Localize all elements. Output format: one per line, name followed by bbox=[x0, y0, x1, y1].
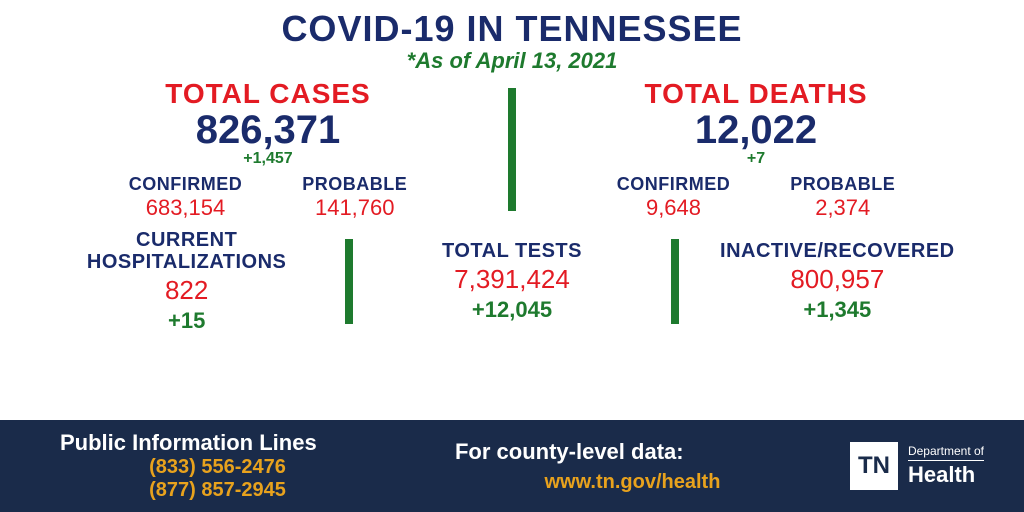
header: COVID-19 IN TENNESSEE *As of April 13, 2… bbox=[0, 0, 1024, 74]
bottom-stats-row: CURRENT HOSPITALIZATIONS 822 +15 TOTAL T… bbox=[0, 221, 1024, 346]
cases-probable: PROBABLE 141,760 bbox=[302, 174, 407, 221]
deaths-confirmed-value: 9,648 bbox=[617, 195, 731, 221]
deaths-confirmed: CONFIRMED 9,648 bbox=[617, 174, 731, 221]
county-data-label: For county-level data: bbox=[455, 439, 850, 465]
recovered-block: INACTIVE/RECOVERED 800,957 +1,345 bbox=[691, 229, 984, 334]
cases-confirmed-label: CONFIRMED bbox=[129, 174, 243, 195]
deaths-confirmed-label: CONFIRMED bbox=[617, 174, 731, 195]
cases-confirmed-value: 683,154 bbox=[129, 195, 243, 221]
logo-dept-text: Department of bbox=[908, 445, 984, 461]
vertical-divider bbox=[671, 239, 679, 324]
total-cases-block: TOTAL CASES 826,371 +1,457 CONFIRMED 683… bbox=[40, 78, 496, 221]
hosp-label-line1: CURRENT bbox=[136, 229, 237, 251]
vertical-divider bbox=[508, 88, 516, 211]
hospitalizations-delta: +15 bbox=[40, 308, 333, 334]
tn-square-icon: TN bbox=[850, 442, 898, 490]
deaths-probable-label: PROBABLE bbox=[790, 174, 895, 195]
public-info-label: Public Information Lines bbox=[60, 430, 455, 456]
hospitalizations-label: CURRENT HOSPITALIZATIONS bbox=[40, 229, 333, 273]
phone-2: (877) 857-2945 bbox=[60, 479, 375, 502]
public-info-block: Public Information Lines (833) 556-2476 … bbox=[60, 430, 455, 502]
top-stats-row: TOTAL CASES 826,371 +1,457 CONFIRMED 683… bbox=[0, 74, 1024, 221]
recovered-delta: +1,345 bbox=[691, 297, 984, 323]
hospitalizations-block: CURRENT HOSPITALIZATIONS 822 +15 bbox=[40, 229, 333, 334]
page-title: COVID-19 IN TENNESSEE bbox=[0, 8, 1024, 50]
cases-confirmed: CONFIRMED 683,154 bbox=[129, 174, 243, 221]
deaths-probable-value: 2,374 bbox=[790, 195, 895, 221]
cases-probable-value: 141,760 bbox=[302, 195, 407, 221]
tests-block: TOTAL TESTS 7,391,424 +12,045 bbox=[365, 229, 658, 334]
recovered-label: INACTIVE/RECOVERED bbox=[691, 240, 984, 262]
as-of-date: *As of April 13, 2021 bbox=[0, 48, 1024, 74]
hosp-label-line2: HOSPITALIZATIONS bbox=[87, 251, 286, 273]
logo-text: Department of Health bbox=[908, 445, 984, 487]
total-deaths-block: TOTAL DEATHS 12,022 +7 CONFIRMED 9,648 P… bbox=[528, 78, 984, 221]
deaths-probable: PROBABLE 2,374 bbox=[790, 174, 895, 221]
tests-label: TOTAL TESTS bbox=[365, 240, 658, 262]
phone-1: (833) 556-2476 bbox=[60, 456, 375, 479]
tn-health-logo: TN Department of Health bbox=[850, 442, 984, 490]
vertical-divider bbox=[345, 239, 353, 324]
total-cases-delta: +1,457 bbox=[40, 150, 496, 168]
total-cases-value: 826,371 bbox=[40, 110, 496, 150]
footer: Public Information Lines (833) 556-2476 … bbox=[0, 420, 1024, 512]
cases-probable-label: PROBABLE bbox=[302, 174, 407, 195]
tests-value: 7,391,424 bbox=[365, 264, 658, 295]
total-cases-label: TOTAL CASES bbox=[40, 78, 496, 110]
county-data-block: For county-level data: www.tn.gov/health bbox=[455, 439, 850, 494]
total-deaths-delta: +7 bbox=[528, 150, 984, 168]
logo-health-text: Health bbox=[908, 463, 984, 487]
total-deaths-value: 12,022 bbox=[528, 110, 984, 150]
tests-delta: +12,045 bbox=[365, 297, 658, 323]
county-data-url[interactable]: www.tn.gov/health bbox=[455, 471, 810, 494]
total-deaths-label: TOTAL DEATHS bbox=[528, 78, 984, 110]
recovered-value: 800,957 bbox=[691, 264, 984, 295]
hospitalizations-value: 822 bbox=[40, 275, 333, 306]
